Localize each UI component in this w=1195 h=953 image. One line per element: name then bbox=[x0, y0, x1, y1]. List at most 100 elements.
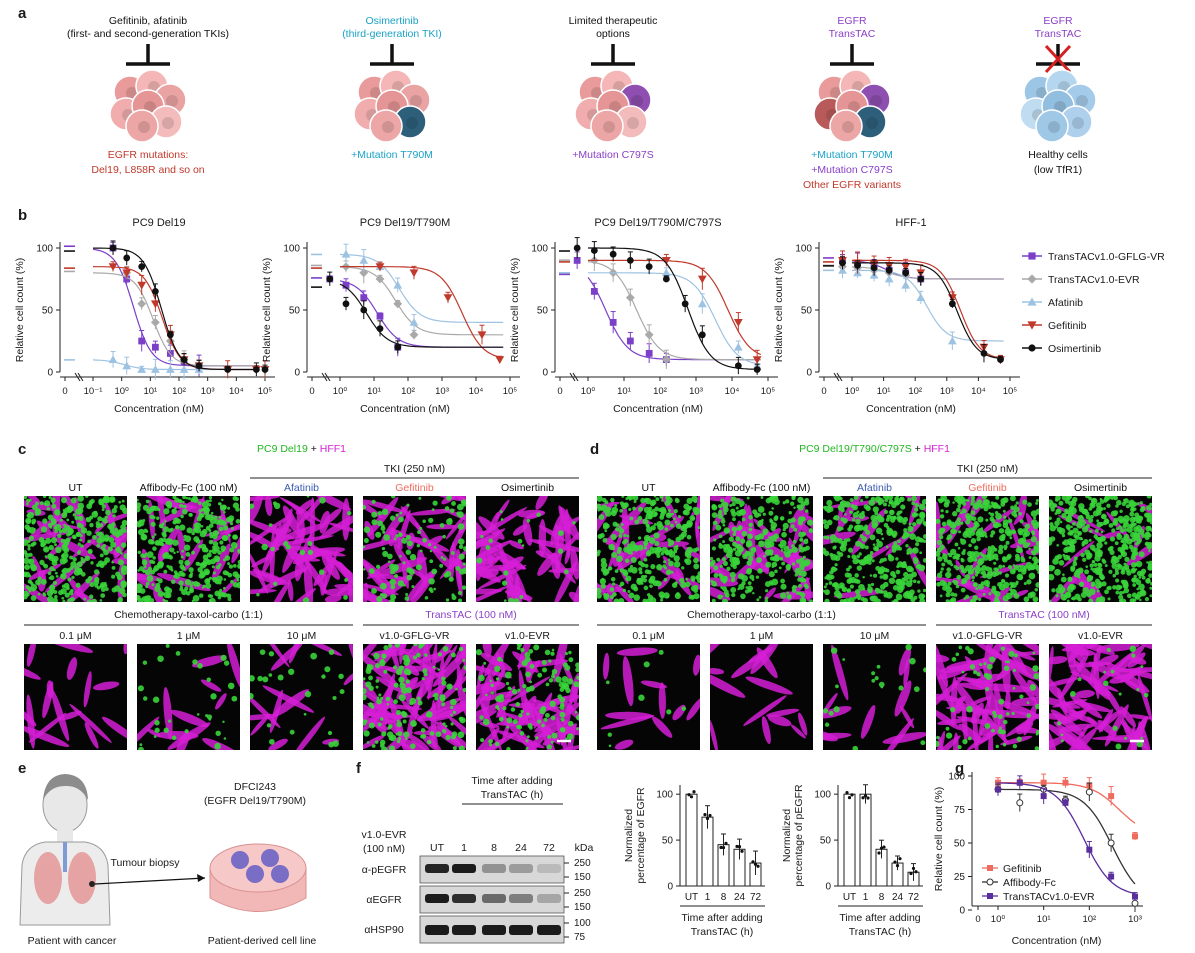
pc9-cell bbox=[1135, 579, 1142, 585]
pc9-cell bbox=[181, 549, 185, 553]
y-tick-label: 0 bbox=[806, 368, 812, 379]
pc9-cell bbox=[724, 575, 728, 580]
pc9-cell bbox=[59, 518, 63, 522]
pc9-cell bbox=[149, 559, 154, 564]
hff1-cell bbox=[767, 714, 792, 727]
axis-break bbox=[321, 372, 328, 382]
transtac-header: TransTAC (100 nM) bbox=[998, 609, 1090, 621]
pc9-cell bbox=[406, 567, 412, 574]
data-point bbox=[342, 281, 350, 289]
pc9-cell bbox=[1124, 528, 1128, 532]
pc9-cell bbox=[179, 564, 185, 570]
pc9-cell bbox=[60, 497, 68, 504]
pc9-cell bbox=[674, 520, 678, 524]
pc9-cell bbox=[936, 519, 940, 524]
pc9-cell bbox=[510, 707, 516, 712]
pc9-cell bbox=[1090, 497, 1098, 505]
pc9-cell bbox=[801, 516, 806, 522]
pc9-cell bbox=[182, 496, 186, 500]
cell-nucleus bbox=[842, 121, 854, 133]
pc9-cell bbox=[1094, 528, 1099, 533]
blot-band bbox=[425, 894, 449, 903]
pc9-cell bbox=[864, 524, 869, 529]
pc9-cell bbox=[1073, 570, 1081, 578]
x-tick-label: 10⁴ bbox=[229, 386, 244, 397]
pc9-cell bbox=[27, 544, 31, 548]
fit-curve bbox=[340, 266, 504, 359]
pc9-cell bbox=[388, 724, 393, 729]
pc9-cell bbox=[599, 578, 607, 585]
pc9-cell bbox=[156, 578, 160, 582]
pc9-cell bbox=[982, 592, 986, 596]
pc9-cell bbox=[651, 511, 658, 518]
hff1-cell bbox=[970, 696, 990, 706]
pc9-cell bbox=[638, 567, 643, 572]
pc9-cell bbox=[842, 598, 847, 602]
pc9-cell bbox=[445, 570, 452, 577]
pc9-cell bbox=[1096, 536, 1103, 543]
pc9-cell bbox=[597, 508, 600, 512]
pc9-cell bbox=[968, 543, 972, 548]
legend-entry: Osimertinib bbox=[1048, 343, 1101, 355]
pc9-cell bbox=[667, 558, 671, 562]
pc9-cell bbox=[117, 529, 124, 536]
pc9-cell bbox=[1015, 547, 1021, 553]
pc9-cell bbox=[668, 560, 674, 567]
pc9-cell bbox=[1136, 591, 1143, 598]
data-point bbox=[409, 269, 419, 278]
pc9-cell bbox=[230, 541, 238, 549]
pc9-cell bbox=[377, 511, 383, 516]
pc9-cell bbox=[101, 508, 105, 512]
pc9-cell bbox=[1056, 543, 1059, 547]
cell-nucleus bbox=[870, 95, 882, 107]
pc9-cell bbox=[1090, 567, 1094, 571]
pc9-cell bbox=[960, 558, 965, 563]
data-point bbox=[1086, 846, 1093, 853]
blot-band bbox=[482, 894, 506, 903]
hff1-cell bbox=[655, 516, 685, 537]
pc9-cell bbox=[1049, 524, 1056, 532]
axis-break bbox=[77, 372, 84, 382]
pc9-cell bbox=[911, 571, 918, 578]
hff1-cell bbox=[319, 511, 353, 539]
data-point bbox=[1085, 788, 1093, 796]
pc9-cell bbox=[987, 570, 993, 577]
pc9-cell bbox=[109, 497, 115, 503]
hff1-cell bbox=[265, 496, 273, 516]
pc9-cell bbox=[991, 585, 997, 591]
pc9-cell bbox=[385, 696, 391, 702]
pc9-cell bbox=[1056, 553, 1063, 560]
pc9-cell bbox=[798, 544, 802, 548]
data-point bbox=[1132, 893, 1138, 900]
pc9-cell bbox=[427, 543, 432, 547]
pc9-cell bbox=[965, 519, 971, 525]
pc9-cell bbox=[1003, 544, 1008, 549]
pc9-cell bbox=[1013, 506, 1020, 513]
replicate-dot bbox=[689, 795, 694, 799]
pc9-cell bbox=[1066, 591, 1071, 597]
pc9-cell bbox=[180, 555, 184, 559]
pc9-cell bbox=[550, 740, 554, 744]
hff1-cell bbox=[370, 703, 397, 719]
data-point bbox=[854, 261, 861, 269]
microscopy-image bbox=[363, 644, 466, 750]
pc9-cell bbox=[575, 662, 579, 669]
pc9-cell bbox=[1035, 732, 1039, 736]
data-point bbox=[195, 362, 203, 370]
pc9-cell bbox=[823, 505, 827, 510]
pc9-cell bbox=[608, 744, 612, 748]
pc9-cell bbox=[886, 525, 890, 530]
lane-label: 24 bbox=[515, 842, 527, 854]
pc9-cell bbox=[1149, 594, 1152, 598]
pc9-cell bbox=[383, 534, 391, 541]
pc9-cell bbox=[663, 560, 667, 564]
pc9-cell bbox=[1032, 665, 1039, 672]
pc9-cell bbox=[1112, 585, 1117, 590]
pc9-cell bbox=[150, 521, 156, 527]
pc9-cell bbox=[841, 586, 848, 593]
hff1-cell bbox=[835, 496, 863, 535]
pc9-cell bbox=[637, 515, 643, 521]
pc9-cell bbox=[175, 525, 180, 530]
pc9-cell bbox=[974, 573, 979, 577]
